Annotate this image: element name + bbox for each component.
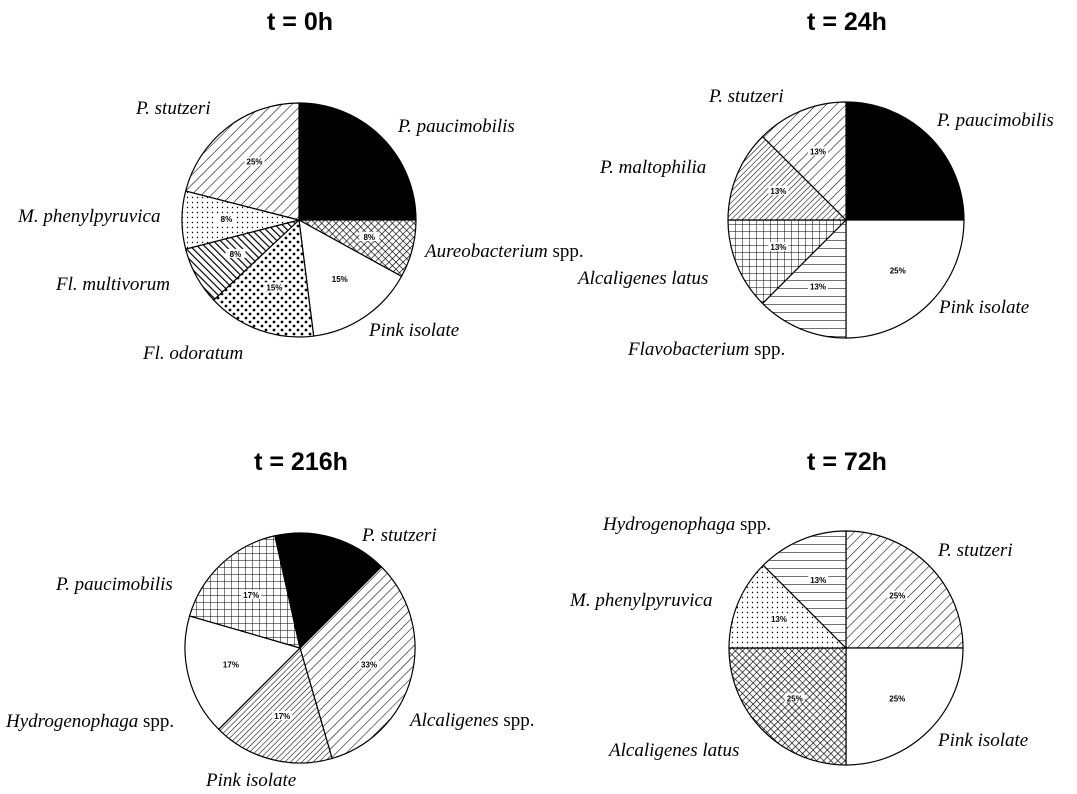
pct-label-background [264, 282, 285, 292]
pct-label-background [225, 248, 246, 258]
pie-slice-label-alcaligenes-latus: Alcaligenes latus [576, 268, 708, 289]
pie-slice-label-p-stutzeri: P. stutzeri [708, 86, 784, 107]
pie-slice-p-stutzeri [184, 102, 300, 221]
pct-label-background [220, 659, 241, 669]
pie-slice-percent-label: 8% [221, 215, 233, 224]
pie-slice-label-fl-multivorum: Fl. multivorum [55, 274, 170, 295]
pct-label-background [808, 574, 829, 584]
pct-label-background [808, 146, 829, 156]
pie-slice-p-paucimobilis [274, 532, 383, 650]
pie-slice-percent-label: 17% [223, 661, 239, 670]
pie-slice-percent-label: 17% [243, 591, 259, 600]
pct-label-background [784, 693, 805, 703]
pie-slice-label-p-paucimobilis: P. paucimobilis [936, 110, 1054, 131]
pie-slice-pink-isolate [298, 218, 403, 337]
pie-slice-percent-label: 25% [247, 158, 263, 167]
pie-slice-percent-label: 25% [889, 592, 905, 601]
pie-slice-fl-odoratum [212, 218, 315, 338]
pie-slice-p-paucimobilis [845, 101, 965, 221]
pie-slice-label-p-stutzeri: P. stutzeri [361, 525, 437, 546]
pct-label-background [808, 281, 829, 291]
pct-label-background [359, 232, 380, 242]
pie-chart-t-216h: t = 216h 33% P. stutzeri 17% Alcaligenes spp… [5, 448, 535, 791]
pie-slice-m-phenylpyruvica [728, 564, 848, 649]
chart-title: t = 24h [807, 8, 887, 36]
pie-slice-label-hydrogenophaga-spp: Hydrogenophaga spp. [602, 514, 771, 535]
chart-title: t = 216h [254, 448, 348, 476]
pie-slice-percent-label: 13% [810, 283, 826, 292]
pct-label-background [887, 590, 908, 600]
pie-slice-label-p-paucimobilis: P. paucimobilis [397, 116, 515, 137]
chart-title: t = 0h [267, 8, 333, 36]
pie-slice-label-aureobacterium-spp: Aureobacterium spp. [423, 241, 584, 262]
pie-slice-percent-label: 13% [810, 576, 826, 585]
pie-slice-pink-isolate [845, 647, 964, 766]
pie-slice-alcaligenes-latus [727, 219, 848, 305]
pie-slice-pink-isolate [845, 219, 965, 339]
pie-slice-label-pink-isolate: Pink isolate [938, 297, 1029, 318]
pct-label-background [887, 265, 908, 275]
pct-label-background [359, 659, 380, 669]
pie-slice-percent-label: 8% [230, 250, 242, 259]
pie-slice-hydrogenophaga-spp [762, 530, 847, 650]
pie-slice-label-pink-isolate: Pink isolate [937, 730, 1028, 751]
pie-slice-label-hydrogenophaga-spp: Hydrogenophaga spp. [5, 711, 174, 732]
pie-slice-percent-label: 25% [787, 694, 803, 703]
pie-slice-label-fl-odoratum: Fl. odoratum [142, 343, 243, 364]
pie-slice-p-stutzeri [761, 101, 847, 222]
pie-slice-label-p-stutzeri: P. stutzeri [135, 98, 211, 119]
pie-slice-percent-label: 15% [266, 283, 282, 292]
pct-label-background [768, 186, 789, 196]
pie-slice-p-maltophilia [727, 135, 848, 221]
pie-slice-percent-label: 25% [890, 267, 906, 276]
pie-chart-t-24h: t = 24h P. paucimobilis 25% Pink isolate 13%… [576, 8, 1054, 360]
pie-slice-percent-label: 13% [770, 187, 786, 196]
pie-slice-label-alcaligenes-spp: Alcaligenes spp. [408, 710, 535, 731]
pct-label-background [768, 614, 789, 624]
pie-chart-t-72h: t = 72h 25% P. stutzeri 25% Pink isolate 25% A… [569, 448, 1028, 766]
pie-slice-p-paucimobilis [298, 102, 417, 221]
pie-slice-alcaligenes-spp [217, 646, 333, 764]
pie-slice-label-m-phenylpyruvica: M. phenylpyruvica [569, 590, 712, 611]
pie-slice-p-stutzeri [299, 565, 416, 760]
pie-slice-label-p-paucimobilis: P. paucimobilis [55, 574, 173, 595]
pie-slice-p-stutzeri [845, 530, 964, 649]
pct-label-background [216, 214, 237, 223]
pct-label-background [272, 711, 293, 721]
pie-slice-percent-label: 8% [363, 233, 375, 242]
pie-slice-label-m-phenylpyruvica: M. phenylpyruvica [17, 206, 160, 227]
pie-slice-flavobacterium-spp [761, 218, 847, 339]
pie-slice-percent-label: 33% [361, 661, 377, 670]
pie-slice-percent-label: 15% [332, 275, 348, 284]
pct-label-background [768, 241, 789, 251]
pie-slice-label-alcaligenes-latus: Alcaligenes latus [607, 740, 739, 761]
chart-title: t = 72h [807, 448, 887, 476]
pie-slice-alcaligenes-latus [728, 647, 847, 766]
pct-label-background [244, 156, 265, 166]
pct-label-background [329, 273, 350, 283]
pie-slice-percent-label: 13% [771, 615, 787, 624]
pct-label-background [887, 693, 908, 703]
pie-slice-label-flavobacterium-spp: Flavobacterium spp. [627, 339, 785, 360]
pie-slice-label-pink-isolate: Pink isolate [205, 770, 296, 791]
pie-chart-t-0h: t = 0h P. paucimobilis 8% Aureobacterium sp… [17, 8, 584, 364]
pie-slice-percent-label: 17% [274, 712, 290, 721]
pie-slice-percent-label: 25% [889, 694, 905, 703]
pie-slice-label-p-maltophilia: P. maltophilia [599, 157, 706, 178]
pie-slice-label-pink-isolate: Pink isolate [368, 320, 459, 341]
pie-slice-percent-label: 13% [810, 147, 826, 156]
pie-slice-percent-label: 13% [770, 243, 786, 252]
pie-slice-label-p-stutzeri: P. stutzeri [937, 540, 1013, 561]
pct-label-background [241, 590, 262, 600]
pie-slice-pink-isolate [184, 615, 302, 731]
